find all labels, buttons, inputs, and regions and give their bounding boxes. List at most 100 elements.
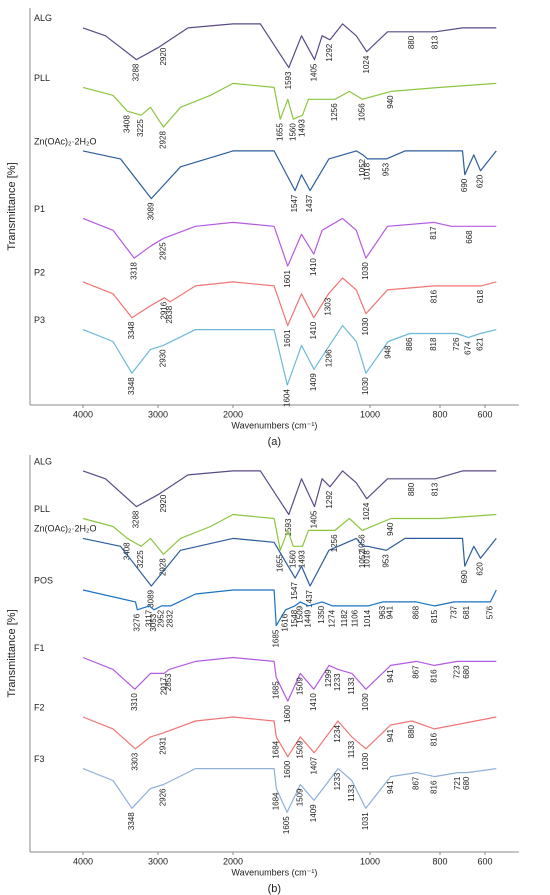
- peak-label: 1030: [361, 317, 370, 335]
- peak-label: 1410: [309, 321, 318, 339]
- peak-label: 726: [452, 337, 461, 351]
- peak-label: 941: [386, 728, 395, 742]
- series-label: PLL: [34, 73, 50, 83]
- spectrum-line: [82, 82, 497, 128]
- peak-label: 1493: [298, 119, 307, 137]
- x-tick-label: 800: [432, 409, 447, 419]
- peak-label: 953: [382, 162, 391, 176]
- peak-label: 1407: [309, 756, 318, 774]
- peak-label: 721: [453, 776, 462, 790]
- peak-label: 3288: [132, 63, 141, 81]
- spectrum-line: [82, 589, 497, 627]
- peak-label: 3348: [127, 321, 136, 339]
- panel-label: (a): [268, 436, 281, 448]
- peak-label: 1509: [295, 605, 304, 623]
- spectrum-line: [82, 768, 497, 813]
- peak-label: 1133: [347, 677, 356, 695]
- peak-label: 1685: [271, 681, 280, 699]
- peak-label: 1600: [283, 705, 292, 723]
- peak-label: 1030: [361, 262, 370, 280]
- peak-label: 2838: [165, 305, 174, 323]
- y-axis-label: Transmittance [%]: [6, 162, 18, 250]
- peak-label: 620: [476, 174, 485, 188]
- series-label: P1: [34, 204, 45, 214]
- peak-label: 817: [429, 226, 438, 240]
- peak-label: 1509: [295, 788, 304, 806]
- peak-label: 1604: [282, 389, 291, 407]
- peak-label: 1601: [283, 269, 292, 287]
- peak-label: 1233: [333, 673, 342, 691]
- peak-label: 3408: [123, 115, 132, 133]
- peak-label: 880: [407, 724, 416, 738]
- peak-label: 3053: [149, 613, 158, 631]
- peak-label: 1018: [363, 162, 372, 180]
- peak-label: 940: [386, 522, 395, 536]
- spectrum-line: [82, 150, 497, 200]
- peak-label: 2920: [159, 494, 168, 512]
- peak-label: 2925: [159, 242, 168, 260]
- peak-label: 1437: [305, 589, 314, 607]
- peak-label: 1133: [347, 784, 356, 802]
- peak-label: 1052: [358, 550, 367, 568]
- peak-label: 1350: [317, 605, 326, 623]
- peak-label: 941: [386, 669, 395, 683]
- peak-label: 1547: [290, 582, 299, 600]
- spectrum-line: [82, 23, 497, 69]
- x-tick-label: 4000: [73, 856, 93, 866]
- x-tick-label: 1000: [360, 856, 380, 866]
- peak-label: 1405: [310, 63, 319, 81]
- peak-label: 3348: [127, 812, 136, 830]
- peak-label: 2930: [158, 349, 167, 367]
- spectrum-line: [82, 470, 497, 516]
- peak-label: 1052: [358, 158, 367, 176]
- peak-label: 1292: [325, 490, 334, 508]
- peak-label: 3310: [130, 693, 139, 711]
- peak-label: 2920: [159, 47, 168, 65]
- peak-label: 868: [411, 605, 420, 619]
- peak-label: 1410: [309, 258, 318, 276]
- peak-label: 1233: [333, 772, 342, 790]
- peak-label: 3408: [123, 542, 132, 560]
- series-label: POS: [34, 575, 53, 585]
- peak-label: 3276: [132, 613, 141, 631]
- x-tick-label: 2000: [223, 856, 243, 866]
- peak-label: 963: [378, 605, 387, 619]
- peak-label: 690: [460, 178, 469, 192]
- peak-label: 681: [462, 605, 471, 619]
- peak-label: 1509: [295, 677, 304, 695]
- peak-label: 815: [430, 609, 439, 623]
- peak-label: 680: [462, 665, 471, 679]
- series-label: Zn(OAc)₂·2H₂O: [34, 524, 97, 534]
- peak-label: 1030: [361, 752, 370, 770]
- spectrum-line: [82, 513, 497, 555]
- peak-label: 816: [430, 780, 439, 794]
- peak-label: 1030: [361, 693, 370, 711]
- peak-label: 1655: [275, 123, 284, 141]
- peak-label: 953: [382, 554, 391, 568]
- peak-label: 1018: [363, 550, 372, 568]
- x-tick-label: 4000: [73, 409, 93, 419]
- peak-label: 1548: [290, 609, 299, 627]
- series-label: F3: [34, 754, 45, 764]
- peak-label: 1256: [330, 103, 339, 121]
- peak-label: 816: [430, 732, 439, 746]
- peak-label: 2928: [159, 131, 168, 149]
- peak-label: 1031: [361, 812, 370, 830]
- peak-label: 816: [430, 289, 439, 303]
- peak-label: 941: [386, 605, 395, 619]
- peak-label: 3089: [146, 202, 155, 220]
- peak-label: 2926: [159, 788, 168, 806]
- peak-label: 1182: [340, 609, 349, 627]
- peak-label: 813: [431, 482, 440, 496]
- peak-label: 1303: [324, 297, 333, 315]
- peak-label: 1292: [325, 43, 334, 61]
- peak-label: 1409: [309, 804, 318, 822]
- peak-label: 3089: [146, 589, 155, 607]
- peak-label: 1605: [282, 816, 291, 834]
- peak-label: 668: [465, 230, 474, 244]
- peak-label: 1133: [347, 740, 356, 758]
- peak-label: 1106: [351, 609, 360, 627]
- peak-label: 1437: [305, 194, 314, 212]
- peak-label: 2952: [157, 609, 166, 627]
